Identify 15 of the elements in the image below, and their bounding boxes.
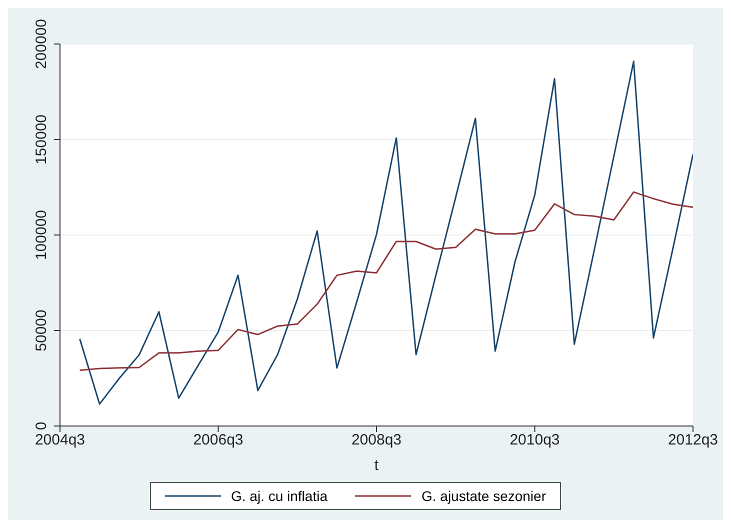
x-tick-label: 2010q3 bbox=[510, 432, 560, 449]
y-tick-label: 100000 bbox=[33, 210, 50, 260]
legend-label: G. aj. cu inflatia bbox=[230, 488, 328, 504]
line-series bbox=[79, 60, 693, 405]
x-tick-label: 2008q3 bbox=[351, 432, 402, 449]
x-tick-label: 2012q3 bbox=[668, 432, 718, 449]
x-axis-title: t bbox=[374, 457, 380, 474]
line-series bbox=[79, 191, 693, 371]
x-tick-label: 2006q3 bbox=[193, 432, 244, 449]
x-tick-label: 2004q3 bbox=[34, 432, 86, 449]
y-tick-label: 50000 bbox=[33, 310, 50, 352]
y-tick-label: 0 bbox=[33, 422, 50, 430]
y-tick-label: 150000 bbox=[33, 114, 50, 165]
y-tick-label: 200000 bbox=[33, 18, 50, 70]
legend-label: G. ajustate sezonier bbox=[421, 488, 546, 504]
